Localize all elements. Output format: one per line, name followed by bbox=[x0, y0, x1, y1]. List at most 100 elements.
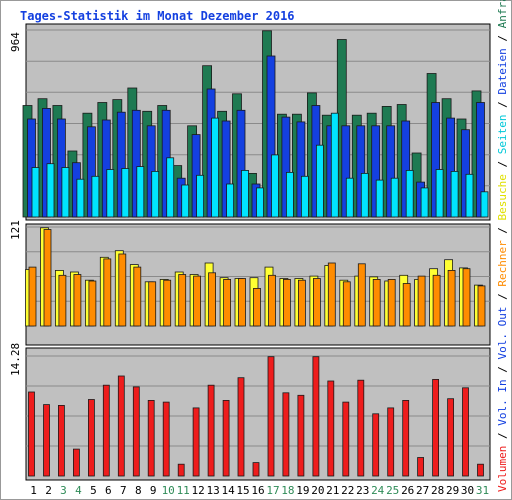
bar-rechner-day-13 bbox=[208, 272, 217, 327]
bar-volumen-day-12 bbox=[192, 407, 200, 477]
series-volumen bbox=[28, 356, 484, 477]
bar-volumen-day-30 bbox=[462, 387, 469, 477]
x-tick-label: 27 bbox=[416, 484, 429, 497]
bar-rechner-day-9 bbox=[148, 281, 157, 327]
x-axis-tick-labels: 1 2 3 4 5 6 7 8 9 10 11 12 13 14 15 16 17 18 19 20 21 22 23 24 2… bbox=[30, 484, 489, 497]
bar-volumen-day-15 bbox=[237, 377, 245, 477]
x-tick-label: 7 bbox=[120, 484, 127, 497]
chart-panel-bottom: 14.28 bbox=[9, 343, 491, 481]
bar-dateien-day-22 bbox=[341, 125, 351, 218]
right-legend-text: Volumen / Vol. In / Vol. Out / Rechner /… bbox=[496, 0, 509, 492]
bar-seiten-day-29 bbox=[450, 170, 459, 218]
bar-volumen-day-14 bbox=[222, 399, 230, 477]
bar-rechner-day-19 bbox=[297, 279, 306, 327]
bar-dateien-day-14 bbox=[221, 120, 231, 218]
legend-entry: / bbox=[496, 95, 509, 115]
x-tick-label: 1 bbox=[30, 484, 37, 497]
legend-entry: / bbox=[496, 426, 509, 446]
legend-entry: Rechner bbox=[496, 240, 509, 287]
x-tick-label: 18 bbox=[281, 484, 294, 497]
bar-rechner-day-7 bbox=[118, 253, 127, 327]
bar-volumen-day-29 bbox=[447, 398, 455, 477]
bar-seiten-day-19 bbox=[300, 175, 309, 218]
bar-volumen-day-9 bbox=[147, 399, 155, 477]
bar-seiten-day-2 bbox=[46, 163, 55, 218]
bar-rechner-day-23 bbox=[357, 263, 366, 327]
bar-rechner-day-12 bbox=[193, 275, 202, 327]
bar-volumen-day-27 bbox=[417, 457, 425, 477]
legend-entry: / bbox=[496, 360, 509, 380]
bar-volumen-day-8 bbox=[132, 386, 140, 477]
bar-seiten-day-27 bbox=[420, 187, 429, 218]
chart-title: Tages-Statistik im Monat Dezember 2016 bbox=[20, 9, 295, 23]
bar-rechner-day-16 bbox=[253, 287, 261, 327]
bar-volumen-day-7 bbox=[117, 375, 125, 477]
bar-volumen-day-22 bbox=[342, 401, 350, 477]
bar-seiten-day-1 bbox=[31, 167, 40, 218]
bar-seiten-day-22 bbox=[345, 177, 354, 218]
bar-dateien-day-23 bbox=[356, 125, 366, 218]
bar-seiten-day-6 bbox=[106, 169, 115, 218]
legend-entry: Vol. In bbox=[496, 379, 509, 425]
bar-seiten-day-15 bbox=[241, 169, 249, 218]
bar-volumen-day-26 bbox=[402, 399, 410, 477]
bar-rechner-day-10 bbox=[163, 279, 172, 327]
bar-rechner-day-21 bbox=[327, 262, 336, 327]
bar-rechner-day-27 bbox=[417, 275, 426, 327]
x-tick-label: 14 bbox=[221, 484, 235, 497]
bar-volumen-day-19 bbox=[297, 394, 305, 477]
x-tick-label: 2 bbox=[45, 484, 52, 497]
x-tick-label: 28 bbox=[431, 484, 444, 497]
bar-seiten-day-11 bbox=[181, 184, 190, 218]
bar-volumen-day-2 bbox=[43, 404, 50, 477]
bar-rechner-day-30 bbox=[462, 268, 471, 327]
bar-seiten-day-20 bbox=[315, 144, 324, 218]
x-tick-label: 31 bbox=[476, 484, 489, 497]
legend-entry: Volumen bbox=[496, 446, 509, 492]
bar-rechner-day-25 bbox=[387, 278, 396, 327]
bar-rechner-day-22 bbox=[342, 281, 351, 327]
bar-seiten-day-21 bbox=[330, 112, 339, 218]
bar-rechner-day-3 bbox=[58, 274, 67, 327]
bar-volumen-day-28 bbox=[432, 378, 440, 477]
x-tick-label: 29 bbox=[446, 484, 459, 497]
legend-entry: Vol. Out bbox=[496, 307, 509, 360]
right-legend: Volumen / Vol. In / Vol. Out / Rechner /… bbox=[496, 0, 509, 492]
bar-volumen-day-20 bbox=[312, 356, 320, 477]
x-tick-label: 30 bbox=[461, 484, 474, 497]
bar-volumen-day-3 bbox=[58, 404, 65, 477]
bar-dateien-day-31 bbox=[476, 102, 485, 218]
series-rechner bbox=[28, 229, 486, 327]
bar-rechner-day-29 bbox=[447, 269, 456, 327]
x-tick-label: 5 bbox=[90, 484, 97, 497]
bar-volumen-day-10 bbox=[162, 401, 170, 477]
bar-seiten-day-28 bbox=[435, 169, 444, 218]
bar-rechner-day-4 bbox=[73, 274, 82, 327]
bar-volumen-day-16 bbox=[252, 462, 260, 477]
bar-seiten-day-8 bbox=[136, 166, 145, 218]
bar-rechner-day-28 bbox=[432, 274, 441, 327]
bar-dateien-day-29 bbox=[446, 117, 456, 218]
bar-volumen-day-21 bbox=[327, 380, 335, 477]
bar-dateien-day-17 bbox=[266, 55, 276, 218]
series-dateien bbox=[27, 55, 485, 218]
bar-dateien-day-24 bbox=[371, 125, 381, 218]
legend-entry: / bbox=[496, 154, 509, 174]
bar-dateien-day-30 bbox=[461, 129, 470, 218]
bar-rechner-day-5 bbox=[88, 280, 97, 327]
bar-seiten-day-7 bbox=[121, 168, 130, 218]
bar-volumen-day-5 bbox=[88, 399, 95, 477]
bar-rechner-day-11 bbox=[178, 274, 187, 327]
bar-seiten-day-13 bbox=[211, 117, 220, 218]
x-tick-label: 26 bbox=[401, 484, 414, 497]
x-tick-label: 25 bbox=[386, 484, 399, 497]
bar-seiten-day-18 bbox=[285, 171, 294, 218]
bar-dateien-day-5 bbox=[87, 126, 96, 218]
bar-volumen-day-13 bbox=[207, 384, 215, 477]
bar-dateien-day-18 bbox=[281, 116, 291, 218]
bar-seiten-day-25 bbox=[390, 177, 399, 218]
bar-seiten-day-31 bbox=[480, 191, 489, 218]
bar-volumen-day-11 bbox=[177, 463, 185, 477]
bar-volumen-day-18 bbox=[282, 392, 290, 477]
